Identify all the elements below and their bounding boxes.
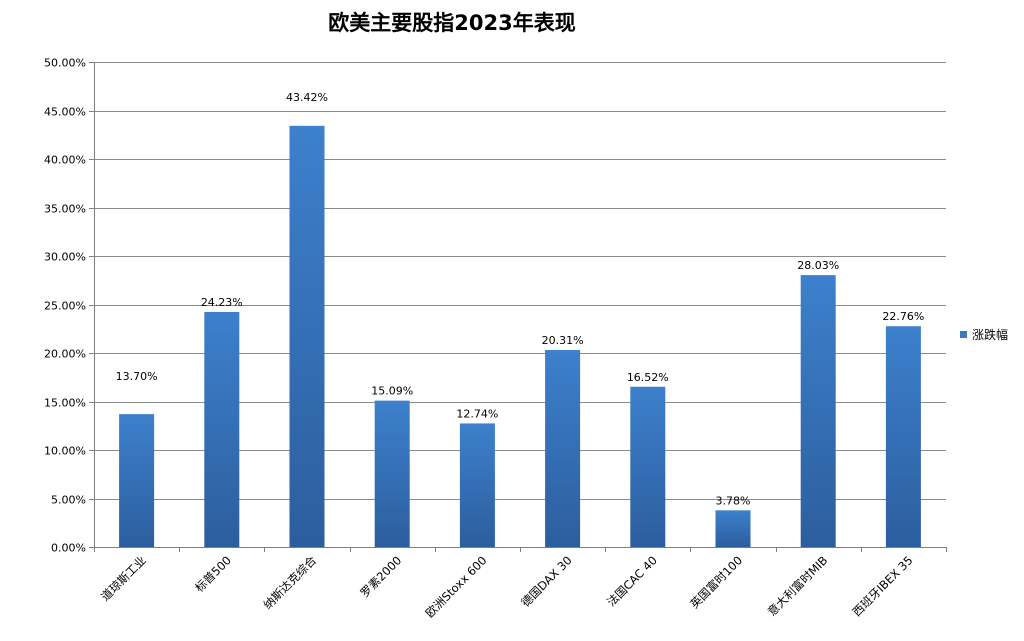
legend-swatch [960, 331, 967, 338]
bar [630, 386, 666, 547]
bar [204, 311, 240, 547]
data-label: 16.52% [627, 371, 669, 384]
y-tick-label: 15.00% [44, 397, 86, 410]
x-tick-label: 德国DAX 30 [518, 553, 574, 609]
y-tick-label: 0.00% [51, 542, 86, 555]
x-tick-label: 意大利富时MIB [765, 553, 831, 619]
data-label: 13.70% [116, 370, 158, 383]
x-tick-label: 标普500 [192, 553, 234, 595]
y-tick-label: 10.00% [44, 445, 86, 458]
bar [800, 275, 836, 547]
legend: 涨跌幅 [960, 327, 1008, 342]
bar [119, 414, 155, 547]
y-axis: 0.00% 5.00% 10.00% 15.00% 20.00% 25.00% 30.00%… [44, 57, 95, 555]
y-tick-label: 35.00% [44, 203, 86, 216]
data-label: 12.74% [456, 407, 498, 420]
data-label: 43.42% [286, 91, 328, 104]
chart-title: 欧美主要股指2023年表现 [328, 11, 575, 35]
x-axis: 道琼斯工业 标普500 纳斯达克综合 罗素2000 欧洲Stoxx 600 德国DAX 3… [94, 547, 947, 620]
x-tick-label: 英国富时100 [687, 553, 745, 611]
data-label: 3.78% [716, 494, 751, 507]
y-tick-label: 45.00% [44, 106, 86, 119]
bar [289, 125, 325, 548]
x-tick-label: 西班牙IBEX 35 [850, 553, 916, 619]
y-tick-label: 30.00% [44, 251, 86, 264]
x-tick-label: 欧洲Stoxx 600 [423, 553, 490, 620]
y-tick-label: 5.00% [51, 494, 86, 507]
data-label: 20.31% [542, 334, 584, 347]
x-tick-label: 纳斯达克综合 [260, 553, 319, 612]
legend-label: 涨跌幅 [972, 327, 1008, 342]
y-tick-label: 50.00% [44, 57, 86, 70]
y-tick-label: 40.00% [44, 154, 86, 167]
x-tick-label: 法国CAC 40 [604, 553, 660, 609]
data-label: 24.23% [201, 296, 243, 309]
y-tick-label: 25.00% [44, 300, 86, 313]
bar [459, 423, 495, 547]
data-label: 15.09% [371, 385, 413, 398]
x-tick-label: 罗素2000 [357, 553, 404, 600]
bar [374, 400, 410, 547]
y-tick-label: 20.00% [44, 348, 86, 361]
bar [885, 326, 921, 547]
data-label: 28.03% [797, 259, 839, 272]
data-label: 22.76% [882, 310, 924, 323]
x-tick-label: 道琼斯工业 [98, 553, 149, 604]
bars: 13.70% 24.23% 43.42% 15.09% 12.74% 20.31% 16.5… [116, 91, 924, 548]
bar [545, 349, 581, 547]
bar [715, 510, 751, 547]
